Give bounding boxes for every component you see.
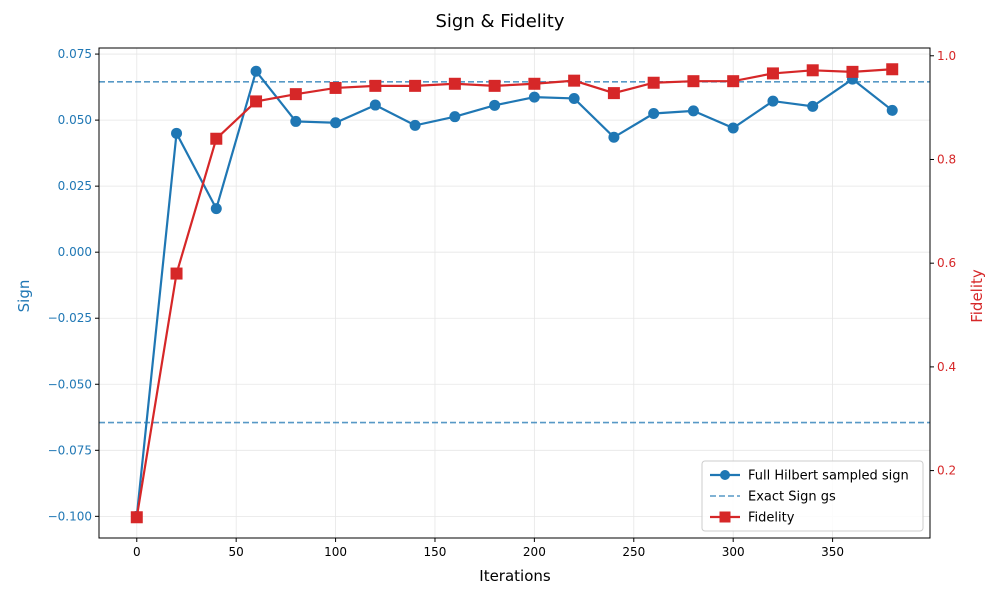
y-left-tick-label: 0.000 (58, 245, 92, 259)
x-tick-label: 50 (229, 545, 244, 559)
fidelity-data-point (250, 95, 263, 108)
fidelity-data-point (766, 67, 779, 80)
fidelity-data-point (727, 75, 740, 88)
sign-data-point (210, 203, 222, 215)
fidelity-series-line (135, 68, 893, 518)
fidelity-data-point (806, 64, 819, 77)
y-left-tick-label: 0.025 (58, 179, 92, 193)
sign-data-point (409, 119, 421, 131)
series (130, 63, 899, 524)
y-left-tick-label: 0.075 (58, 47, 92, 61)
x-tick-label: 350 (821, 545, 844, 559)
legend-sign-label: Full Hilbert sampled sign (748, 469, 909, 484)
sign-data-point (568, 92, 580, 104)
fidelity-data-point (568, 74, 581, 87)
fidelity-data-point (170, 267, 183, 280)
sign-data-point (369, 99, 381, 111)
sign-data-point (608, 131, 620, 143)
y-left-tick-label: −0.025 (48, 311, 92, 325)
fidelity-data-point (886, 63, 899, 76)
y-left-tick-label: 0.050 (58, 113, 92, 127)
fidelity-data-point (329, 81, 342, 94)
fidelity-data-point (687, 75, 700, 88)
y-axis-left-title: Sign (15, 280, 33, 313)
sign-data-point (528, 91, 540, 103)
sign-data-point (250, 65, 262, 77)
sign-data-point (687, 105, 699, 117)
legend-fidelity-label: Fidelity (748, 511, 795, 526)
sign-data-point (171, 127, 183, 139)
y-axis-left: −0.100 −0.075 −0.050 −0.025 0.000 0.025 0.050 0… (48, 47, 99, 523)
x-tick-label: 150 (424, 545, 447, 559)
x-tick-label: 200 (523, 545, 546, 559)
fidelity-data-point (409, 79, 422, 92)
chart-title: Sign & Fidelity (436, 11, 565, 32)
legend: Full Hilbert sampled sign Exact Sign gs Fi… (701, 460, 924, 532)
sign-data-point (648, 108, 660, 120)
y-right-tick-label: 0.6 (937, 256, 956, 270)
y-right-tick-label: 0.2 (937, 464, 956, 478)
sign-series-line (135, 68, 893, 517)
y-right-tick-label: 0.4 (937, 360, 956, 374)
fidelity-data-point (210, 132, 223, 145)
y-axis-right-title: Fidelity (968, 269, 986, 323)
x-axis: 0 50 100 150 200 250 300 350 (133, 538, 844, 559)
sign-data-point (886, 104, 898, 116)
reference-lines (99, 81, 930, 424)
x-tick-label: 100 (324, 545, 347, 559)
legend-fidelity-marker (719, 511, 731, 523)
y-right-tick-label: 1.0 (937, 49, 956, 63)
legend-box (701, 460, 924, 532)
y-right-tick-label: 0.8 (937, 152, 956, 166)
legend-sign-marker (720, 470, 730, 480)
y-left-tick-label: −0.075 (48, 443, 92, 457)
plot-frame (98, 47, 931, 539)
sign-data-point (290, 115, 302, 127)
fidelity-data-point (448, 77, 461, 90)
fidelity-data-point (289, 88, 302, 101)
fidelity-data-point (846, 65, 859, 78)
fidelity-data-point (369, 79, 382, 92)
fidelity-data-point (647, 76, 660, 89)
sign-data-point (330, 117, 342, 129)
sign-data-point (727, 122, 739, 134)
x-tick-label: 250 (622, 545, 645, 559)
sign-data-point (489, 99, 501, 111)
y-left-tick-label: −0.050 (48, 377, 92, 391)
fidelity-data-point (607, 87, 620, 100)
grid (99, 48, 930, 538)
fidelity-data-point (130, 511, 143, 524)
y-left-tick-label: −0.100 (48, 509, 92, 523)
y-axis-right: 0.2 0.4 0.6 0.8 1.0 (930, 49, 956, 478)
x-tick-label: 0 (133, 545, 141, 559)
sign-data-point (807, 100, 819, 112)
legend-exact-sign-label: Exact Sign gs (748, 490, 836, 505)
fidelity-data-point (488, 79, 501, 92)
sign-data-point (767, 95, 779, 107)
fidelity-data-point (528, 77, 541, 90)
sign-data-point (449, 111, 461, 123)
x-tick-label: 300 (722, 545, 745, 559)
x-axis-title: Iterations (479, 567, 551, 585)
